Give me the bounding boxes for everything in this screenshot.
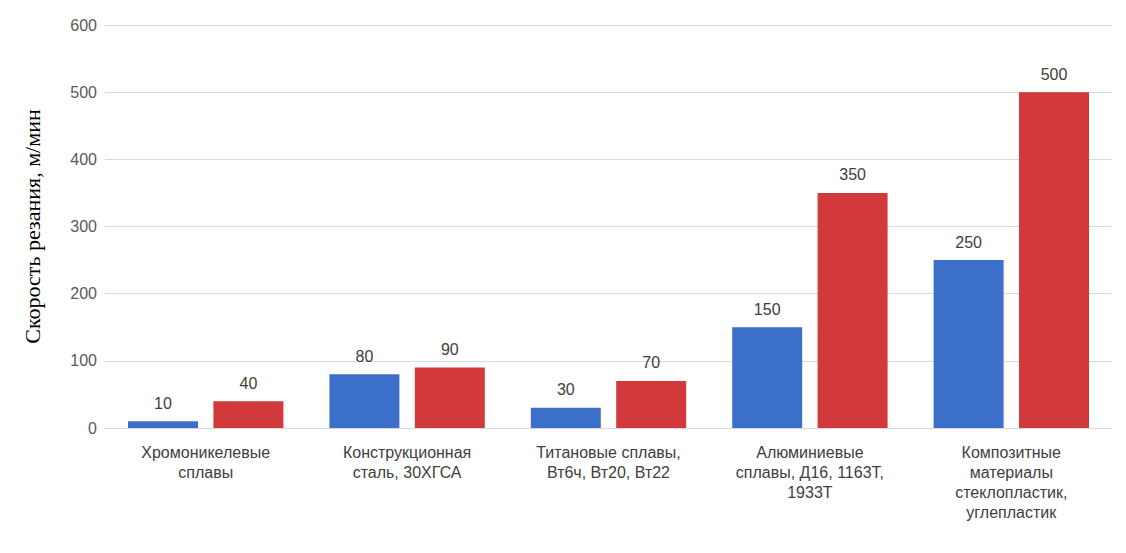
svg-text:10: 10 [154, 395, 172, 412]
svg-text:Композитные: Композитные [962, 444, 1062, 461]
svg-text:150: 150 [754, 301, 781, 318]
svg-text:стеклопластик,: стеклопластик, [955, 484, 1067, 501]
svg-text:1933Т: 1933Т [787, 484, 833, 501]
svg-text:Титановые сплавы,: Титановые сплавы, [536, 444, 680, 461]
svg-text:350: 350 [839, 166, 866, 183]
svg-text:300: 300 [70, 218, 97, 235]
svg-text:100: 100 [70, 352, 97, 369]
svg-text:80: 80 [356, 348, 374, 365]
svg-text:сплавы: сплавы [178, 464, 233, 481]
svg-text:Конструкционная: Конструкционная [343, 444, 471, 461]
svg-text:0: 0 [88, 420, 97, 437]
svg-text:сплавы, Д16, 1163Т,: сплавы, Д16, 1163Т, [736, 464, 884, 481]
svg-text:Алюминиевые: Алюминиевые [756, 444, 863, 461]
svg-text:500: 500 [70, 84, 97, 101]
svg-text:Вт6ч, Вт20, Вт22: Вт6ч, Вт20, Вт22 [547, 464, 670, 481]
svg-text:40: 40 [240, 375, 258, 392]
svg-text:250: 250 [955, 234, 982, 251]
svg-text:500: 500 [1041, 66, 1068, 83]
svg-text:600: 600 [70, 17, 97, 34]
svg-text:90: 90 [441, 341, 459, 358]
svg-text:Скорость резания, м/мин: Скорость резания, м/мин [20, 109, 45, 344]
svg-text:400: 400 [70, 151, 97, 168]
svg-text:200: 200 [70, 285, 97, 302]
svg-text:материалы: материалы [970, 464, 1053, 481]
svg-text:углепластик: углепластик [966, 504, 1057, 521]
svg-text:30: 30 [557, 381, 575, 398]
svg-text:Хромоникелевые: Хромоникелевые [141, 444, 270, 461]
svg-text:сталь, 30ХГСА: сталь, 30ХГСА [353, 464, 462, 481]
svg-text:70: 70 [642, 354, 660, 371]
